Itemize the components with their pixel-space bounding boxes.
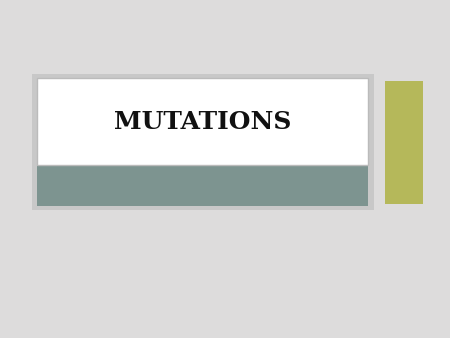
Bar <box>385 81 423 204</box>
Text: MUTATIONS: MUTATIONS <box>114 110 291 134</box>
Bar <box>37 78 368 165</box>
Bar <box>37 165 368 206</box>
Bar <box>32 74 374 210</box>
